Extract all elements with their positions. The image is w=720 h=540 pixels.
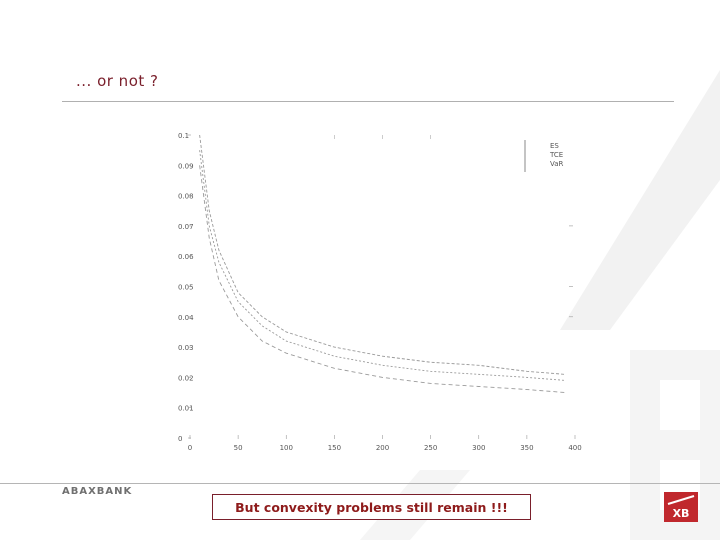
y-tick-label: 0.02	[178, 374, 194, 382]
series-line	[199, 134, 566, 375]
legend-label: ES	[550, 142, 559, 150]
slide-title: ... or not ?	[76, 72, 159, 90]
x-tick-label: 200	[376, 444, 389, 452]
x-tick-label: 50	[234, 444, 243, 452]
y-tick-label: 0	[178, 435, 182, 443]
y-tick-label: 0.06	[178, 253, 194, 261]
callout-text: But convexity problems still remain !!!	[235, 499, 508, 515]
x-tick-label: 0	[188, 444, 192, 452]
logo-text: XB	[673, 507, 690, 520]
y-tick-label: 0.07	[178, 223, 194, 231]
logo-line	[667, 495, 695, 505]
footer-divider	[0, 483, 720, 484]
y-tick-label: 0.01	[178, 405, 194, 413]
series-line	[199, 150, 566, 381]
x-tick-label: 350	[520, 444, 533, 452]
x-tick-label: 400	[568, 444, 581, 452]
series-line	[199, 165, 566, 393]
y-tick-label: 0.1	[178, 132, 189, 140]
x-tick-label: 250	[424, 444, 437, 452]
x-tick-label: 300	[472, 444, 485, 452]
bank-logo-icon: XB	[664, 492, 698, 522]
y-tick-label: 0.03	[178, 344, 194, 352]
brand-wordmark: ABAXBANK	[62, 486, 133, 497]
legend-label: VaR	[550, 160, 564, 168]
x-tick-label: 100	[280, 444, 293, 452]
y-tick-label: 0.08	[178, 193, 194, 201]
y-tick-label: 0.05	[178, 284, 194, 292]
title-divider	[62, 101, 674, 102]
watermark-b-shape	[630, 350, 720, 540]
y-tick-label: 0.09	[178, 162, 194, 170]
watermark-slash-shape	[560, 70, 720, 330]
y-tick-label: 0.04	[178, 314, 194, 322]
x-tick-label: 150	[328, 444, 341, 452]
callout-box: But convexity problems still remain !!!	[212, 494, 531, 520]
risk-measure-chart: 0 0.01 0.02 0.03 0.04 0.05 0.06 0.07 0.08 0.09 0.1…	[178, 132, 582, 452]
legend-label: TCE	[549, 151, 563, 159]
